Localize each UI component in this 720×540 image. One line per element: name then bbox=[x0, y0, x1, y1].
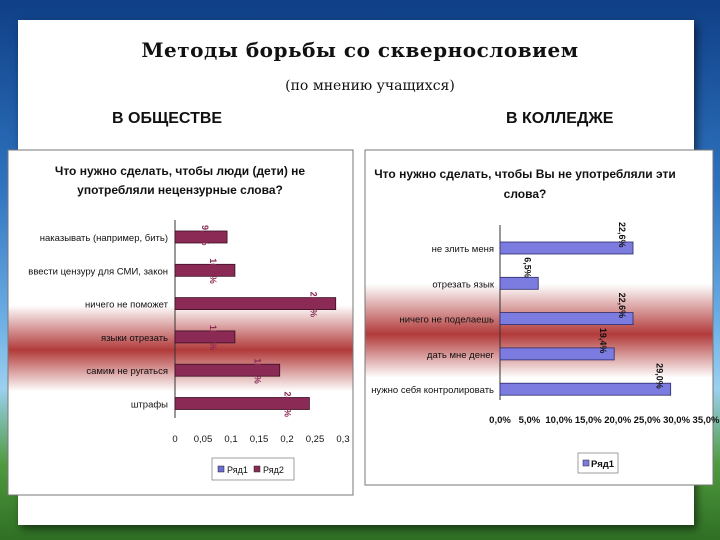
left-data-label: 18,7% bbox=[253, 358, 263, 384]
left-x-tick: 0,1 bbox=[224, 434, 237, 445]
left-x-tick: 0,05 bbox=[194, 434, 213, 445]
left-legend-swatch-1 bbox=[217, 465, 225, 473]
left-bar bbox=[174, 330, 236, 344]
right-category-label: ничего не поделаешь bbox=[399, 315, 494, 326]
left-legend-label-2: Ряд2 bbox=[263, 465, 284, 475]
right-x-tick: 25,0% bbox=[634, 415, 661, 426]
right-chart-title: Что нужно сделать, чтобы Вы не употребля… bbox=[374, 167, 675, 181]
right-x-tick: 5,0% bbox=[519, 415, 541, 426]
left-chart-title: Что нужно сделать, чтобы люди (дети) не bbox=[55, 164, 305, 178]
right-bar bbox=[499, 241, 634, 255]
right-category-label: нужно себя контролировать bbox=[371, 385, 494, 396]
right-data-label: 19,4% bbox=[598, 328, 608, 354]
right-x-tick: 30,0% bbox=[663, 415, 690, 426]
right-data-label: 6,5% bbox=[522, 257, 532, 278]
right-bar bbox=[499, 347, 615, 361]
left-x-tick: 0,3 bbox=[336, 434, 349, 445]
left-legend-box bbox=[211, 457, 295, 481]
left-bar bbox=[174, 363, 281, 377]
left-chart-frame bbox=[7, 149, 354, 496]
left-data-label: 10,7% bbox=[208, 325, 218, 351]
left-x-tick: 0,15 bbox=[250, 434, 269, 445]
right-bar bbox=[499, 312, 634, 326]
left-bar bbox=[174, 397, 310, 410]
left-data-label: 28,7% bbox=[309, 292, 319, 318]
right-x-tick: 15,0% bbox=[575, 415, 602, 426]
right-x-tick: 20,0% bbox=[604, 415, 631, 426]
right-legend-box bbox=[577, 452, 619, 474]
slide-title: Методы борьбы со сквернословием bbox=[141, 38, 579, 62]
right-category-label: не злить меня bbox=[432, 244, 494, 255]
left-bar bbox=[174, 297, 337, 311]
right-chart-title: слова? bbox=[504, 187, 547, 201]
left-bar bbox=[174, 263, 236, 277]
left-category-label: штрафы bbox=[131, 400, 168, 411]
left-category-label: языки отрезать bbox=[101, 333, 168, 344]
right-bar bbox=[499, 276, 539, 290]
right-x-tick: 10,0% bbox=[545, 415, 572, 426]
right-data-label: 29,0% bbox=[655, 363, 665, 389]
right-legend-swatch-1 bbox=[582, 459, 590, 467]
left-legend-swatch-2 bbox=[253, 465, 261, 473]
left-legend-label-1: Ряд1 bbox=[227, 465, 248, 475]
left-x-tick: 0,2 bbox=[280, 434, 293, 445]
left-chart-title: употребляли нецензурные слова? bbox=[77, 183, 283, 197]
left-category-label: самим не ругаться bbox=[86, 366, 168, 377]
left-category-label: ввести цензуру для СМИ, закон bbox=[28, 266, 168, 277]
left-data-label: 10,7% bbox=[208, 258, 218, 284]
left-x-tick: 0 bbox=[172, 434, 177, 445]
left-category-label: ничего не поможет bbox=[85, 300, 169, 311]
right-section-heading: В КОЛЛЕДЖЕ bbox=[506, 110, 614, 127]
slide-subtitle: (по мнению учащихся) bbox=[285, 78, 455, 94]
right-bar bbox=[499, 382, 672, 396]
left-category-label: наказывать (например, бить) bbox=[40, 233, 168, 244]
right-category-label: дать мне денег bbox=[427, 350, 495, 361]
right-data-label: 22,6% bbox=[617, 293, 627, 319]
right-x-tick: 35,0% bbox=[693, 415, 720, 426]
left-x-tick: 0,25 bbox=[306, 434, 325, 445]
right-data-label: 22,6% bbox=[617, 222, 627, 248]
left-data-label: 9,3% bbox=[200, 225, 210, 246]
right-legend-label-1: Ряд1 bbox=[591, 459, 615, 470]
left-data-label: 24,0% bbox=[282, 392, 292, 418]
right-category-label: отрезать язык bbox=[432, 279, 494, 290]
left-bar bbox=[174, 230, 228, 244]
right-x-tick: 0,0% bbox=[489, 415, 511, 426]
left-section-heading: В ОБЩЕСТВЕ bbox=[112, 110, 223, 127]
